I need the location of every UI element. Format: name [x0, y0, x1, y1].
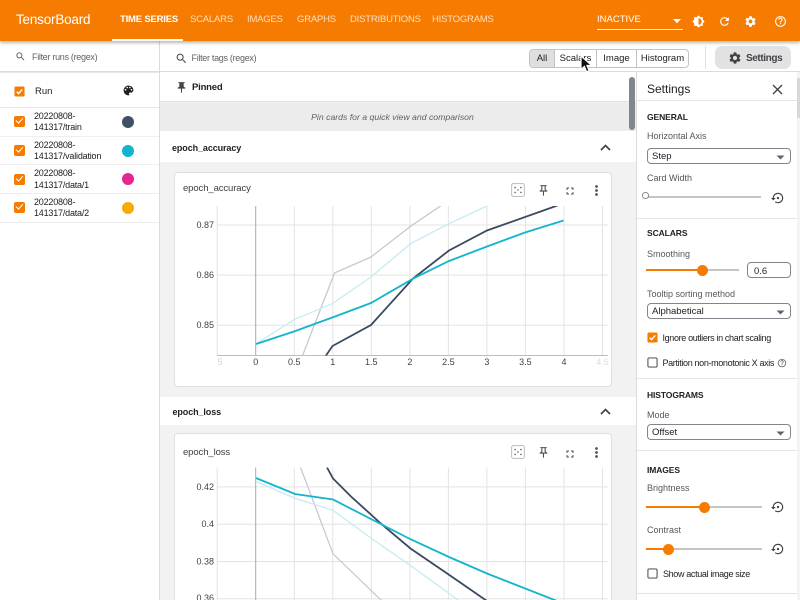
svg-text:2.5: 2.5 — [442, 357, 455, 367]
svg-text:4.5: 4.5 — [596, 357, 609, 367]
svg-text:0.85: 0.85 — [196, 320, 214, 330]
svg-text:3: 3 — [484, 357, 489, 367]
svg-text:0.38: 0.38 — [196, 557, 214, 567]
svg-text:0.5: 0.5 — [288, 357, 301, 367]
svg-text:0.4: 0.4 — [201, 519, 214, 529]
svg-text:2: 2 — [407, 357, 412, 367]
svg-text:4: 4 — [561, 357, 566, 367]
svg-text:5: 5 — [217, 357, 222, 367]
svg-text:0.36: 0.36 — [196, 593, 214, 600]
svg-text:3.5: 3.5 — [519, 357, 532, 367]
svg-text:1: 1 — [330, 357, 335, 367]
svg-text:0.86: 0.86 — [196, 270, 214, 280]
svg-text:0.87: 0.87 — [196, 220, 214, 230]
svg-text:1.5: 1.5 — [365, 357, 378, 367]
svg-text:0: 0 — [253, 357, 258, 367]
svg-text:0.42: 0.42 — [196, 482, 214, 492]
